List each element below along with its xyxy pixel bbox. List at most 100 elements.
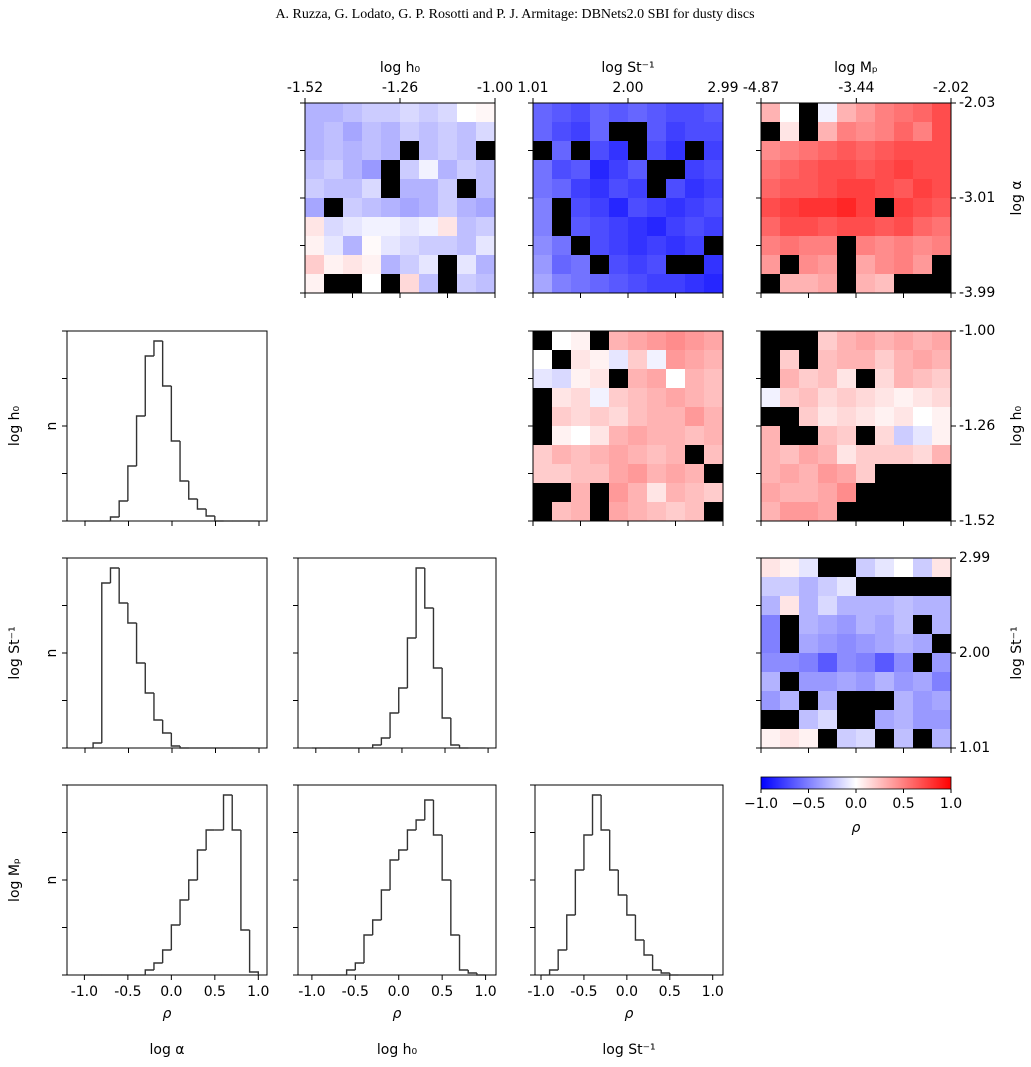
heatmap-cell xyxy=(799,274,819,294)
heatmap-cell xyxy=(799,464,819,484)
heatmap-cell xyxy=(875,558,895,578)
heatmap-cell xyxy=(837,179,857,199)
heatmap-cell xyxy=(799,255,819,275)
histogram-step xyxy=(161,949,172,963)
heatmap-cell xyxy=(476,217,496,237)
heatmap-cell xyxy=(818,691,838,711)
heatmap-cell xyxy=(780,160,800,180)
y-tick-label: -1.52 xyxy=(959,513,995,529)
heatmap-cell xyxy=(856,274,876,294)
heatmap-cell xyxy=(894,653,914,673)
empty-cell xyxy=(590,502,610,522)
x-tick-label: 0.5 xyxy=(431,984,453,1000)
heatmap-cell xyxy=(761,160,781,180)
x-tick-label: 0.5 xyxy=(659,984,681,1000)
heatmap-cell xyxy=(438,236,458,256)
heatmap-cell xyxy=(875,634,895,654)
histogram-step xyxy=(432,800,443,836)
heatmap-cell xyxy=(666,331,686,351)
heatmap-cell xyxy=(761,615,781,635)
histogram-step xyxy=(170,924,181,950)
histogram-step xyxy=(127,465,137,501)
x-tick-label: 1.01 xyxy=(517,80,548,96)
histogram-step xyxy=(231,795,241,831)
heatmap-cell xyxy=(381,255,401,275)
histogram-step xyxy=(574,869,584,915)
heatmap-cell xyxy=(761,596,781,616)
heatmap-cell xyxy=(837,596,857,616)
heatmap-cell xyxy=(856,596,876,616)
heatmap-cell xyxy=(818,653,838,673)
histogram-step xyxy=(371,919,382,935)
empty-cell xyxy=(343,274,363,294)
heatmap-cell xyxy=(685,426,705,446)
heatmap-cell xyxy=(875,179,895,199)
heatmap-cell xyxy=(533,122,553,142)
heatmap-cell xyxy=(780,369,800,389)
heatmap-cell xyxy=(343,255,363,275)
empty-cell xyxy=(533,388,553,408)
heatmap-cell xyxy=(552,141,572,161)
histogram-step xyxy=(406,637,417,688)
heatmap-cell xyxy=(666,407,686,427)
histogram-step xyxy=(196,499,207,510)
x-tick-label: 2.00 xyxy=(612,80,643,96)
empty-cell xyxy=(533,407,553,427)
heatmap-cell xyxy=(666,388,686,408)
histogram-step xyxy=(118,500,128,517)
heatmap-cell xyxy=(799,596,819,616)
heatmap-cell xyxy=(818,426,838,446)
heatmap-cell xyxy=(628,388,648,408)
heatmap-cell xyxy=(305,122,325,142)
heatmap-cell xyxy=(552,103,572,123)
empty-cell xyxy=(799,103,819,123)
heatmap-cell xyxy=(590,179,610,199)
heatmap-cell xyxy=(875,236,895,256)
empty-cell xyxy=(856,710,876,730)
empty-cell xyxy=(818,558,838,578)
empty-cell xyxy=(590,483,610,503)
heatmap-cell xyxy=(685,483,705,503)
heatmap-cell xyxy=(818,464,838,484)
heatmap-cell xyxy=(609,141,629,161)
heatmap-cell xyxy=(837,141,857,161)
heatmap-cell xyxy=(761,141,781,161)
empty-cell xyxy=(552,198,572,218)
heatmap-cell xyxy=(894,236,914,256)
y-tick-label: -3.01 xyxy=(959,190,995,206)
heatmap-cell xyxy=(362,122,382,142)
histogram-step xyxy=(432,608,443,669)
heatmap-cell xyxy=(419,274,439,294)
heatmap-cell xyxy=(305,141,325,161)
histogram-step xyxy=(450,880,460,936)
heatmap-cell xyxy=(552,331,572,351)
heatmap-cell xyxy=(362,179,382,199)
heatmap-cell xyxy=(894,634,914,654)
heatmap-cell xyxy=(875,615,895,635)
heatmap-cell xyxy=(837,160,857,180)
heatmap-cell xyxy=(780,464,800,484)
heatmap-cell xyxy=(875,141,895,161)
y-axis-label: n xyxy=(44,649,60,658)
heatmap-cell xyxy=(837,634,857,654)
heatmap-cell xyxy=(685,198,705,218)
empty-cell xyxy=(913,464,933,484)
x-tick-label: -2.02 xyxy=(933,80,969,96)
empty-cell xyxy=(932,577,952,597)
empty-cell xyxy=(666,160,686,180)
heatmap-cell xyxy=(590,198,610,218)
heatmap-cell xyxy=(856,350,876,370)
heatmap-cell xyxy=(704,103,724,123)
histogram-step xyxy=(135,415,146,466)
x-tick-label: -1.0 xyxy=(298,984,325,1000)
frame xyxy=(297,784,497,976)
histogram-step xyxy=(371,744,382,748)
heatmap-cell xyxy=(856,198,876,218)
heatmap-cell xyxy=(362,217,382,237)
heatmap-cell xyxy=(305,160,325,180)
heatmap-cell xyxy=(666,464,686,484)
heatmap-cell xyxy=(685,217,705,237)
heatmap-cell xyxy=(381,217,401,237)
histogram-step xyxy=(188,879,198,900)
empty-cell xyxy=(799,691,819,711)
